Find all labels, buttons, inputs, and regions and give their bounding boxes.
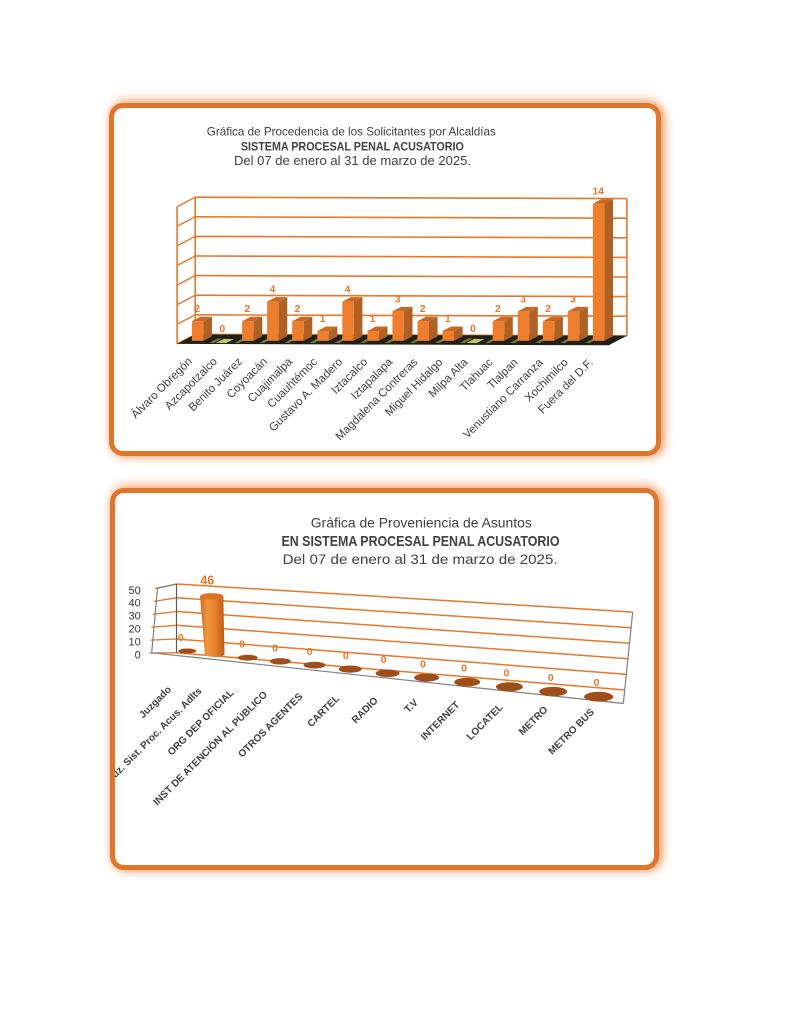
svg-text:0: 0	[239, 638, 245, 650]
svg-text:1: 1	[445, 313, 451, 325]
svg-text:2: 2	[420, 303, 426, 315]
svg-text:0: 0	[503, 667, 509, 679]
svg-text:2: 2	[244, 303, 250, 315]
svg-text:2: 2	[294, 303, 300, 315]
svg-text:Del 07 de enero al 31 de: Del 07 de enero al 31 de marzo de 2025.	[282, 551, 557, 567]
svg-text:46: 46	[200, 573, 214, 587]
svg-text:0: 0	[306, 646, 312, 658]
svg-text:0: 0	[470, 323, 476, 335]
svg-text:10: 10	[128, 636, 140, 648]
svg-text:T.V: T.V	[402, 697, 420, 715]
svg-text:2: 2	[545, 303, 551, 315]
svg-text:0: 0	[593, 677, 599, 689]
svg-text:0: 0	[420, 658, 426, 670]
svg-text:EN SISTEMA PROCESAL PENAL ACUS: EN SISTEMA PROCESAL PENAL ACUSATORIO	[281, 533, 559, 550]
svg-text:1: 1	[320, 313, 326, 325]
svg-text:0: 0	[380, 654, 386, 666]
svg-text:Gráfica de Procedencia de los: Gráfica de Procedencia de los Solicitant…	[207, 124, 496, 138]
svg-text:0: 0	[178, 632, 184, 644]
svg-text:LOCATEL: LOCATEL	[465, 702, 506, 743]
svg-text:14: 14	[592, 186, 604, 198]
svg-text:30: 30	[128, 610, 140, 622]
svg-text:METRO BUS: METRO BUS	[546, 706, 596, 756]
svg-text:0: 0	[219, 323, 225, 335]
svg-text:40: 40	[128, 597, 140, 609]
svg-text:METRO: METRO	[517, 704, 550, 737]
svg-text:0: 0	[461, 662, 467, 674]
svg-text:INTERNET: INTERNET	[419, 699, 462, 742]
svg-text:2: 2	[495, 303, 501, 315]
svg-text:3: 3	[395, 293, 401, 305]
svg-text:0: 0	[134, 649, 140, 661]
svg-text:3: 3	[520, 293, 526, 305]
svg-text:3: 3	[570, 293, 576, 305]
svg-text:RADIO: RADIO	[350, 695, 381, 726]
svg-text:SISTEMA PROCESAL PENAL ACUSATO: SISTEMA PROCESAL PENAL ACUSATORIO	[241, 139, 464, 153]
svg-text:20: 20	[128, 623, 140, 635]
svg-text:0: 0	[272, 642, 278, 654]
svg-text:2: 2	[194, 303, 200, 315]
svg-text:Gráfica de Proveniencia de Asu: Gráfica de Proveniencia de Asuntos	[310, 514, 531, 530]
svg-text:4: 4	[269, 284, 275, 296]
svg-text:OTROS AGENTES: OTROS AGENTES	[236, 691, 305, 760]
svg-text:ORG DEP OFICIAL: ORG DEP OFICIAL	[166, 687, 237, 758]
svg-text:4: 4	[345, 284, 351, 296]
svg-text:CARTEL: CARTEL	[305, 693, 341, 729]
svg-text:1: 1	[370, 313, 376, 325]
svg-text:0: 0	[343, 649, 349, 661]
svg-text:Del 07 de enero al 31 de: Del 07 de enero al 31 de marzo de 2025.	[234, 154, 471, 168]
svg-text:50: 50	[128, 584, 140, 596]
svg-text:0: 0	[548, 672, 554, 684]
